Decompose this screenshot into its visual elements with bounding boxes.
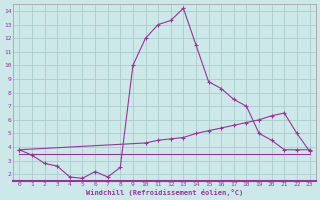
X-axis label: Windchill (Refroidissement éolien,°C): Windchill (Refroidissement éolien,°C) (86, 189, 243, 196)
